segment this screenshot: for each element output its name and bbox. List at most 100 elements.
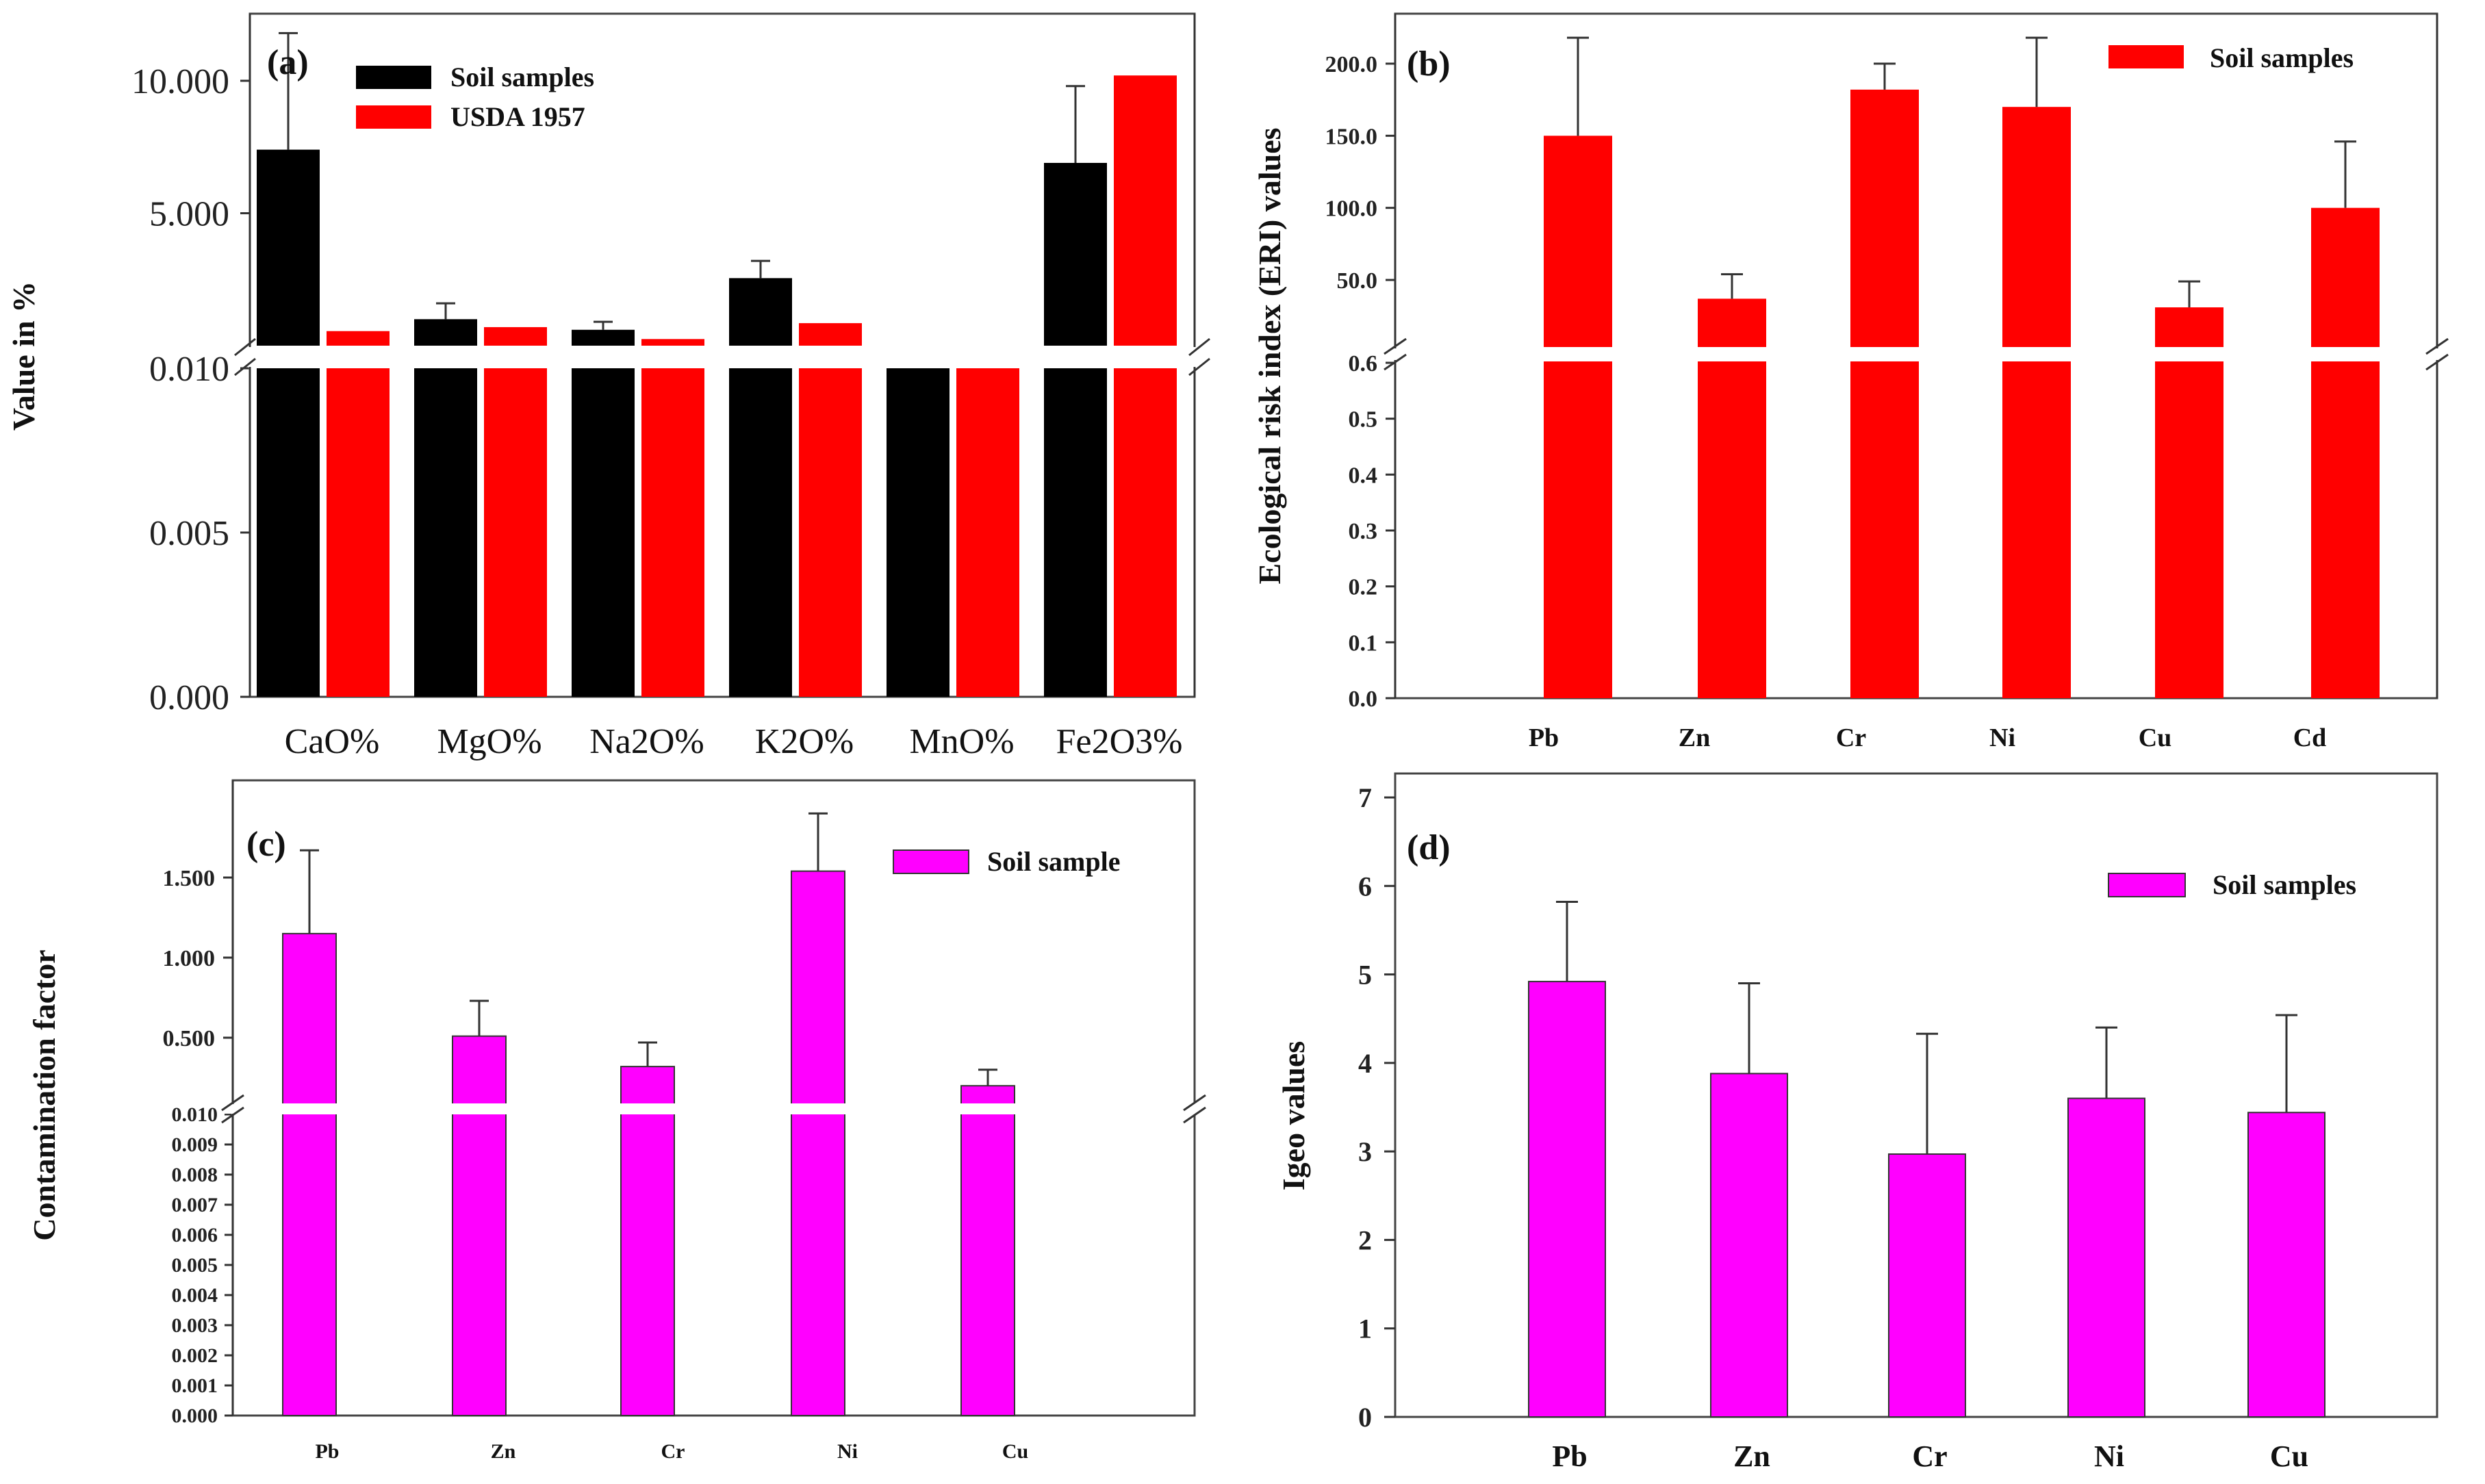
- bar-soil-samples-k2o: [729, 278, 792, 346]
- bar-lower-soil-samples-mgo: [414, 368, 477, 697]
- legend-label: Soil samples: [2213, 869, 2356, 900]
- bar-usda-1957-k2o: [799, 323, 862, 346]
- y-tick-label: 5.000: [149, 195, 229, 234]
- bar-cr: [1850, 89, 1919, 699]
- y-tick-label: 0.000: [172, 1405, 218, 1427]
- y-tick-label: 0.002: [172, 1344, 218, 1367]
- y-tick-label: 200.0: [1325, 52, 1378, 77]
- bar-zn: [1710, 1073, 1788, 1418]
- bar-lower-usda-1957-k2o: [799, 368, 862, 697]
- y-tick-label: 1: [1358, 1314, 1372, 1344]
- break-mark: [234, 357, 256, 376]
- y-tick-label: 0.0: [1349, 687, 1378, 712]
- x-tick-label: Cu: [2270, 1440, 2308, 1473]
- bar-cr: [620, 1066, 675, 1416]
- bar-usda-1957-fe2o3: [1114, 75, 1177, 346]
- break-mark: [234, 337, 256, 357]
- break-mark: [1384, 337, 1407, 355]
- y-tick-label: 0.500: [163, 1026, 216, 1051]
- bar-cr: [1888, 1153, 1966, 1418]
- axis-break: [231, 1103, 1196, 1114]
- bar-pb: [1544, 136, 1612, 699]
- x-tick-label: Zn: [1679, 724, 1710, 752]
- bar-zn: [452, 1035, 507, 1417]
- y-tick-label: 0.010: [172, 1103, 218, 1126]
- legend-swatch: [356, 66, 431, 89]
- break-mark: [2425, 337, 2449, 355]
- y-tick-label: 4: [1358, 1048, 1372, 1079]
- panel-label: (a): [267, 43, 309, 82]
- y-tick-label: 0.009: [172, 1134, 218, 1156]
- y-tick-label: 0.1: [1349, 630, 1378, 656]
- chart-d: 0 1 2 3 4 5 6 7 Pb Zn Cr Ni Cu Igeo values (d) Soil sam…: [1276, 772, 2438, 1473]
- y-tick-label: 0.6: [1349, 351, 1378, 376]
- y-tick-label: 0.000: [149, 678, 229, 717]
- break-mark: [2425, 353, 2449, 371]
- y-tick-label: 0.2: [1349, 575, 1378, 600]
- break-gap: [1381, 348, 1409, 360]
- bar-lower-soil-samples-cao: [257, 368, 320, 697]
- break-mark: [221, 1094, 244, 1112]
- x-tick-label: Cr: [661, 1440, 685, 1463]
- bar-soil-samples-fe2o3: [1044, 162, 1107, 346]
- y-tick-label: 0.003: [172, 1314, 218, 1337]
- y-tick-label: 0.3: [1349, 519, 1378, 544]
- x-tick-label: Zn: [491, 1440, 516, 1463]
- chart-c: 0.500 1.000 1.500 0.000 0.001 0.002 0.003 0.004…: [27, 779, 1208, 1463]
- legend-swatch: [2108, 45, 2184, 68]
- y-tick-label: 0.007: [172, 1194, 218, 1216]
- panel-label: (c): [246, 825, 286, 864]
- legend-swatch: [2108, 873, 2186, 897]
- legend-swatch: [893, 849, 969, 874]
- break-mark: [221, 1106, 244, 1124]
- y-axis-label: Ecological risk index (ERI) values: [1252, 127, 1287, 584]
- x-tick-label: Zn: [1733, 1440, 1770, 1473]
- y-tick-label: 150.0: [1325, 124, 1378, 149]
- break-mark: [1183, 1094, 1206, 1112]
- bar-lower-usda-1957-mgo: [484, 368, 547, 697]
- y-tick-label: 1.000: [163, 946, 216, 971]
- y-tick-label: 0.5: [1349, 407, 1378, 433]
- bar-ni: [2002, 107, 2071, 698]
- axis-break: [248, 346, 1196, 368]
- y-tick-label: 1.500: [163, 866, 216, 891]
- bar-soil-samples-cao: [257, 149, 320, 346]
- x-tick-label: Pb: [315, 1440, 339, 1463]
- x-tick-label: Cr: [1912, 1440, 1947, 1473]
- y-tick-label: 6: [1358, 871, 1372, 901]
- x-tick-label: Cd: [2293, 724, 2327, 752]
- x-tick-label: Ni: [1989, 724, 2015, 752]
- bar-lower-soil-samples-na2o: [572, 368, 635, 697]
- y-tick-label: 0.001: [172, 1374, 218, 1397]
- bar-lower-soil-samples-mno: [887, 368, 950, 697]
- bar-lower-usda-1957-na2o: [641, 368, 704, 697]
- y-tick-label: 0: [1358, 1402, 1372, 1433]
- break-mark: [1183, 1106, 1206, 1124]
- y-tick-label: 2: [1358, 1225, 1372, 1255]
- bar-pb: [1528, 980, 1606, 1418]
- bar-ni: [791, 870, 845, 1416]
- x-tick-label: Cu: [1002, 1440, 1028, 1463]
- y-tick-label: 0.008: [172, 1164, 218, 1186]
- bar-usda-1957-na2o: [641, 339, 704, 346]
- x-tick-label: K2O%: [755, 722, 854, 761]
- bar-soil-samples-mgo: [414, 319, 477, 346]
- y-tick-label: 0.4: [1349, 463, 1378, 488]
- bar-lower-usda-1957-cao: [327, 368, 390, 697]
- x-tick-label: Na2O%: [589, 722, 704, 761]
- bar-usda-1957-cao: [327, 331, 390, 346]
- legend-label: Soil sample: [987, 846, 1120, 877]
- y-axis-label: Contamination factor: [27, 949, 62, 1240]
- y-tick-label: 0.004: [172, 1284, 218, 1307]
- legend-label: USDA 1957: [450, 101, 585, 132]
- bar-lower-usda-1957-fe2o3: [1114, 368, 1177, 697]
- x-tick-label: Pb: [1552, 1440, 1587, 1473]
- y-tick-label: 5: [1358, 960, 1372, 990]
- chart-b: 50.0 100.0 150.0 200.0 0.0 0.1 0.2 0.3 0.4 0.5 0.6…: [1252, 12, 2451, 752]
- y-axis-label: Igeo values: [1276, 1041, 1311, 1191]
- bar-lower-soil-samples-fe2o3: [1044, 368, 1107, 697]
- y-tick-label: 0.006: [172, 1224, 218, 1246]
- y-tick-label: 0.010: [149, 350, 229, 389]
- y-tick-label: 0.005: [172, 1254, 218, 1277]
